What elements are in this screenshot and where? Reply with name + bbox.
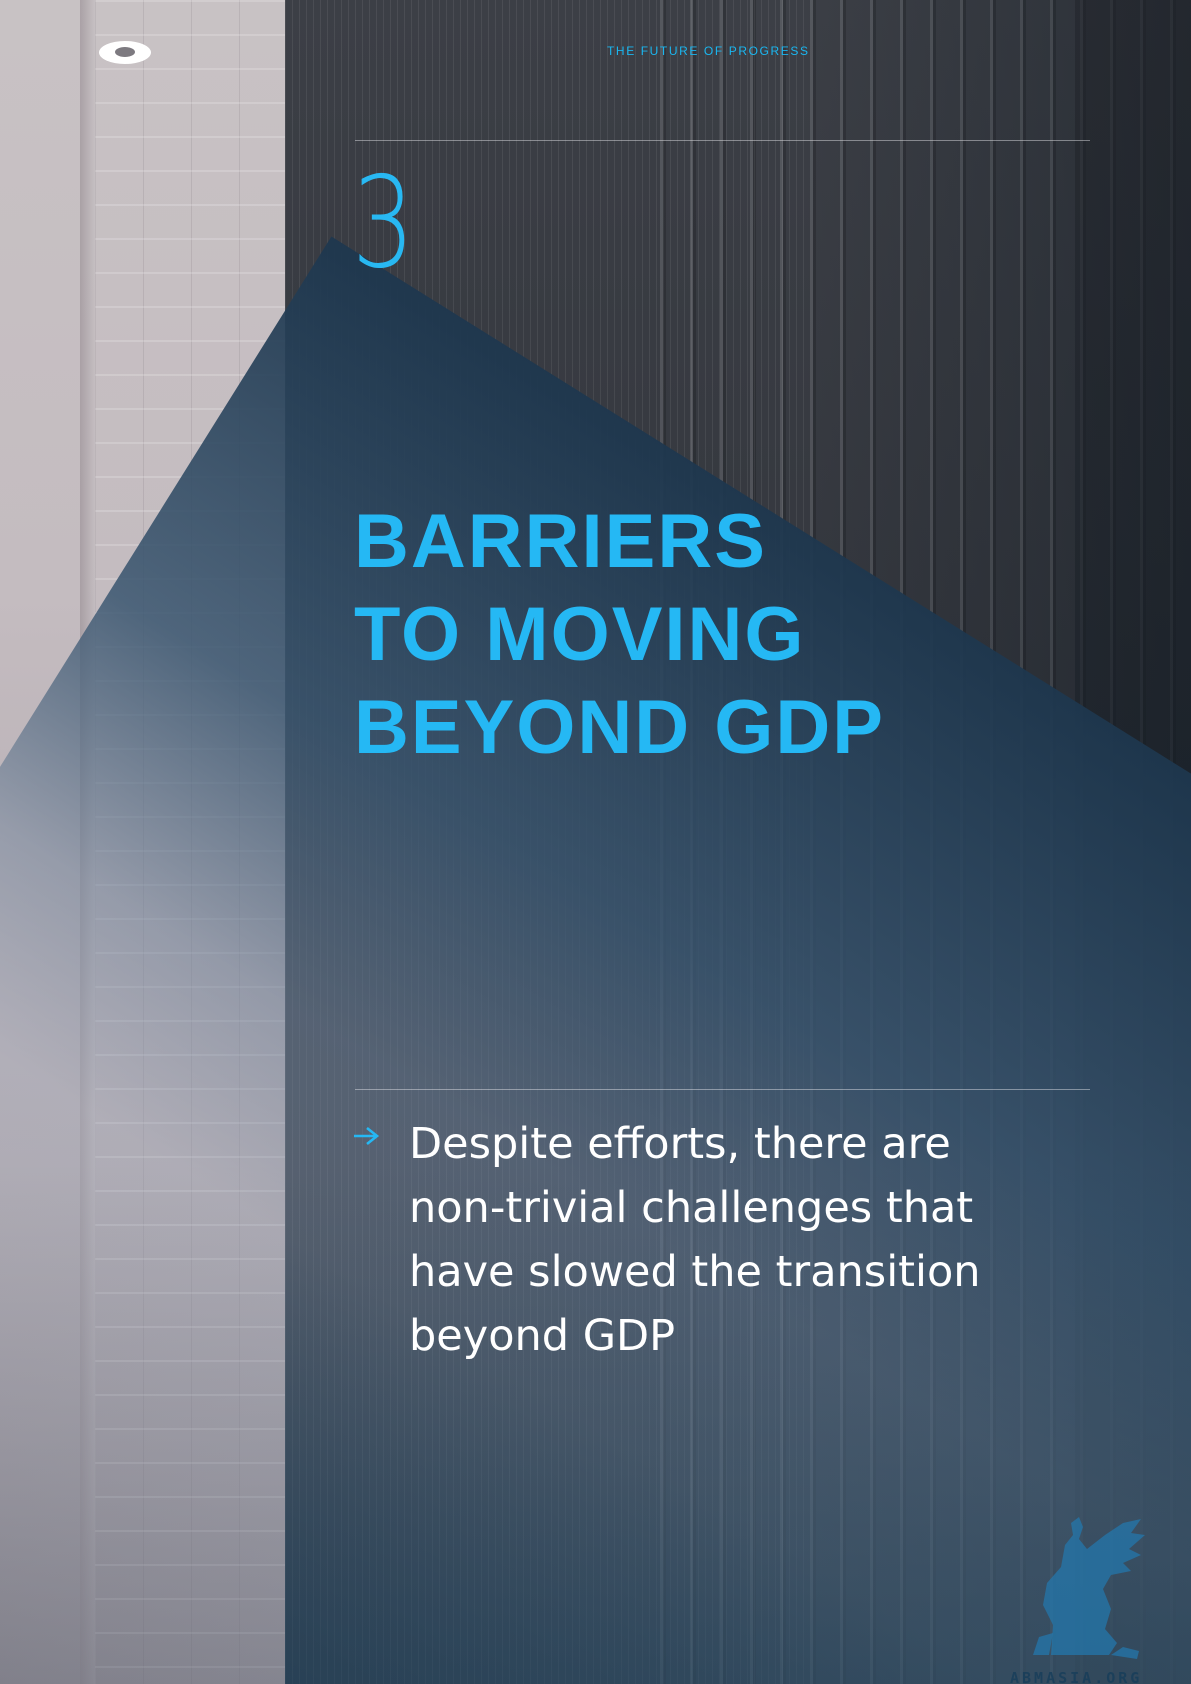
- summary-line: non-trivial challenges that: [409, 1183, 974, 1233]
- arrow-right-icon: [354, 1126, 380, 1146]
- chapter-title-line: TO MOVING: [354, 592, 806, 677]
- ellipse-logo-icon: [99, 41, 151, 64]
- summary-line: Despite efforts, there are: [409, 1119, 951, 1169]
- griffin-icon: [1033, 1517, 1145, 1659]
- chapter-title-line: BARRIERS: [354, 499, 767, 584]
- summary-line: beyond GDP: [409, 1311, 676, 1361]
- top-divider: [355, 140, 1090, 141]
- bottom-divider: [355, 1089, 1090, 1090]
- summary-line: have slowed the transition: [409, 1247, 981, 1297]
- chapter-title-line: BEYOND GDP: [354, 685, 885, 770]
- running-header-title: THE FUTURE OF PROGRESS: [607, 44, 810, 58]
- chapter-summary: Despite efforts, there are non-trivial c…: [409, 1112, 1069, 1368]
- background-bottom-tint: [285, 1164, 1191, 1684]
- chapter-title: BARRIERS TO MOVING BEYOND GDP: [354, 495, 885, 774]
- watermark-text: ABMASIA.ORG: [1010, 1669, 1143, 1684]
- chapter-number: 3: [352, 149, 415, 296]
